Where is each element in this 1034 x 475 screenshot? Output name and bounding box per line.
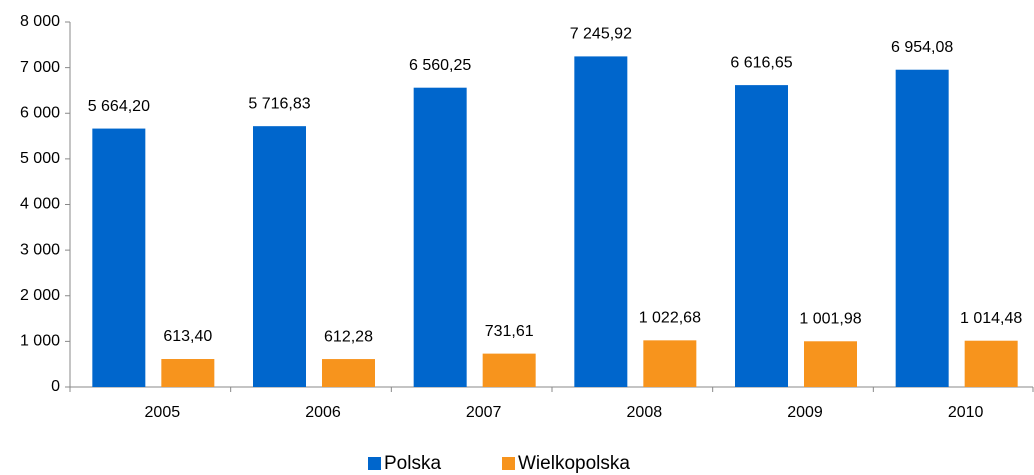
x-tick-label: 2007 [466,404,502,421]
y-tick-label: 4 000 [20,196,60,213]
legend-label: Polska [384,453,441,474]
y-tick-label: 7 000 [20,59,60,76]
value-label: 1 022,68 [639,310,701,327]
bar [964,340,1018,387]
y-tick-label: 3 000 [20,241,60,258]
value-label: 1 014,48 [960,310,1022,327]
bar [253,126,306,388]
value-label: 6 616,65 [730,54,792,71]
value-label: 612,28 [324,328,373,345]
bar [804,341,857,387]
bar [895,69,949,388]
bar [92,128,146,388]
y-tick-label: 8 000 [20,13,60,30]
x-tick-label: 2008 [627,404,663,421]
legend-label: Wielkopolska [518,453,630,474]
value-label: 731,61 [485,323,534,340]
bar [161,359,215,387]
legend-swatch [368,457,381,470]
bar [413,87,467,387]
value-label: 6 560,25 [409,57,471,74]
value-label: 5 664,20 [88,98,150,115]
bar [643,340,697,387]
x-tick-label: 2010 [948,404,984,421]
y-tick-label: 2 000 [20,287,60,304]
x-tick-label: 2005 [145,404,181,421]
x-tick-label: 2009 [787,404,823,421]
bar [482,353,536,387]
x-tick-label: 2006 [305,404,341,421]
bar [735,85,788,387]
value-label: 6 954,08 [891,39,953,56]
y-tick-label: 6 000 [20,104,60,121]
y-tick-label: 1 000 [20,333,60,350]
y-tick-label: 0 [51,378,60,395]
bar [574,56,628,387]
value-label: 1 001,98 [799,311,861,328]
value-label: 613,40 [163,328,212,345]
value-label: 7 245,92 [570,26,632,43]
legend-swatch [502,457,515,470]
bar [322,359,375,387]
value-label: 5 716,83 [248,95,310,112]
y-tick-label: 5 000 [20,150,60,167]
